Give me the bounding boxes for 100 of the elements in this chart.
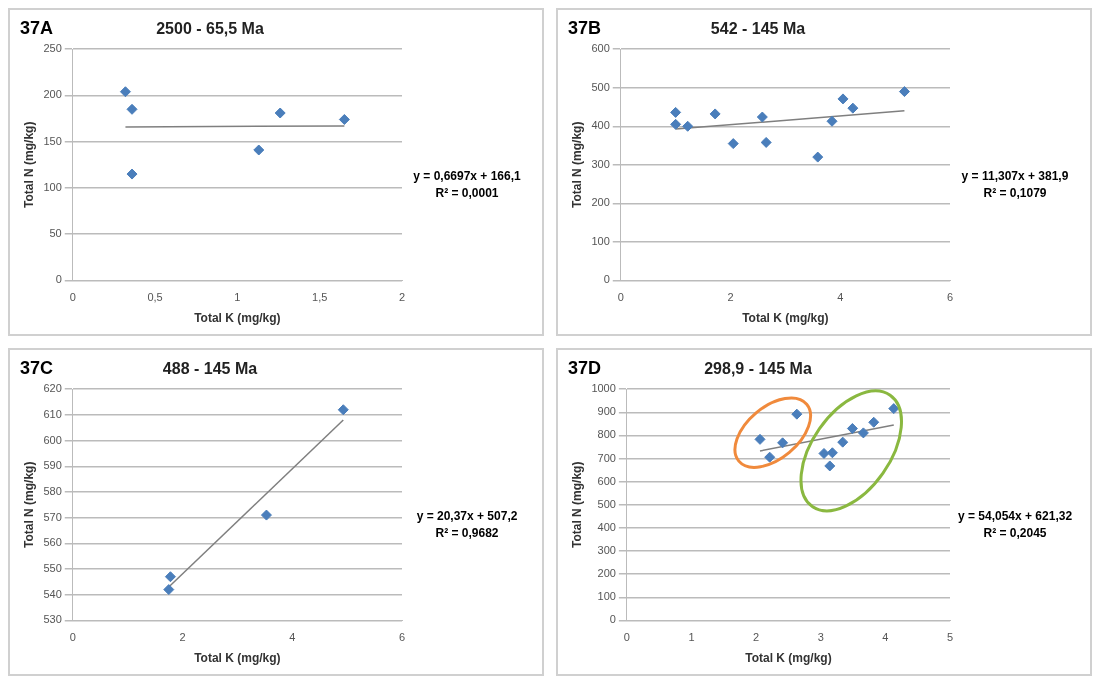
point [824, 460, 836, 472]
x-tick-label: 4 [837, 291, 844, 304]
x-tick-label: 0 [617, 291, 624, 304]
x-tick-label: 0 [623, 631, 630, 644]
point [754, 433, 766, 445]
point [337, 404, 349, 416]
x-tick-label: 6 [398, 631, 406, 644]
point [338, 113, 350, 125]
y-tick-label: 400 [591, 119, 610, 132]
x-tick-label: 4 [882, 631, 889, 644]
y-tick-label: 560 [43, 536, 62, 549]
y-tick-label: 300 [597, 544, 616, 557]
point [812, 151, 824, 163]
point [164, 571, 176, 583]
y-tick-label: 590 [43, 459, 62, 472]
y-axis-title: Total N (mg/kg) [569, 121, 584, 209]
text: 37C [20, 357, 54, 378]
y-tick-label: 300 [591, 157, 610, 170]
y-tick-label: 900 [597, 405, 616, 418]
text: 37B [568, 17, 602, 38]
y-tick-label: 250 [43, 42, 62, 55]
point [126, 168, 138, 180]
point [760, 136, 772, 148]
y-tick-label: 580 [43, 484, 62, 497]
point [837, 436, 849, 448]
text: y = 20,37x + 507,2 [416, 509, 518, 524]
y-tick-label: 0 [609, 613, 616, 626]
text: R² = 0,2045 [983, 526, 1047, 541]
point [764, 451, 776, 463]
x-tick-label: 2 [727, 291, 734, 304]
y-axis-title: Total N (mg/kg) [21, 461, 36, 549]
point [670, 118, 682, 130]
point [253, 144, 265, 156]
x-axis-title: Total K (mg/kg) [194, 651, 281, 666]
text: y = 11,307x + 381,9 [961, 169, 1069, 184]
x-tick-label: 0 [69, 291, 76, 304]
point [791, 408, 803, 420]
chart-title: 2500 - 65,5 Ma [156, 20, 264, 38]
x-tick-label: 1,5 [312, 291, 328, 304]
y-tick-label: 600 [597, 474, 616, 487]
y-tick-label: 50 [49, 227, 62, 240]
text: y = 0,6697x + 166,1 [413, 169, 522, 184]
point [888, 403, 900, 415]
x-tick-label: 0 [69, 631, 76, 644]
point [826, 115, 838, 127]
y-tick-label: 200 [597, 567, 616, 580]
point [868, 416, 880, 428]
point [670, 106, 682, 118]
x-tick-label: 4 [289, 631, 296, 644]
y-tick-label: 1000 [591, 382, 616, 395]
x-tick-label: 3 [817, 631, 824, 644]
y-tick-label: 610 [43, 407, 62, 420]
y-tick-label: 500 [597, 497, 616, 510]
point [163, 584, 175, 596]
point [837, 93, 849, 105]
point [846, 423, 858, 434]
y-tick-label: 0 [603, 273, 610, 286]
y-tick-label: 500 [591, 80, 610, 93]
y-tick-label: 200 [591, 196, 610, 209]
point [727, 138, 739, 150]
chart-title: 542 - 145 Ma [710, 20, 806, 38]
x-tick-label: 2 [753, 631, 760, 644]
y-tick-label: 400 [597, 520, 616, 533]
chart-title: 488 - 145 Ma [162, 360, 258, 378]
chart-title: 298,9 - 145 Ma [704, 360, 812, 378]
point [709, 108, 721, 120]
x-tick-label: 2 [179, 631, 186, 644]
x-axis-title: Total K (mg/kg) [742, 311, 829, 326]
x-tick-label: 0,5 [147, 291, 163, 304]
y-tick-label: 600 [591, 42, 610, 55]
point [818, 447, 830, 459]
x-tick-label: 1 [234, 291, 241, 304]
x-tick-label: 2 [398, 291, 406, 304]
point [777, 437, 789, 449]
y-tick-label: 200 [43, 88, 62, 101]
point [898, 86, 910, 98]
y-axis-title: Total N (mg/kg) [21, 121, 36, 209]
y-tick-label: 100 [43, 180, 62, 193]
point [857, 427, 869, 439]
y-tick-label: 100 [597, 590, 616, 603]
text: y = 54,054x + 621,32 [957, 509, 1073, 524]
y-tick-label: 620 [43, 382, 62, 395]
point [260, 509, 272, 521]
point [274, 107, 286, 119]
y-tick-label: 800 [597, 428, 616, 441]
x-axis-title: Total K (mg/kg) [194, 311, 281, 326]
y-tick-label: 540 [43, 587, 62, 600]
x-axis-title: Total K (mg/kg) [745, 651, 832, 666]
text: R² = 0,0001 [435, 186, 499, 201]
x-tick-label: 1 [688, 631, 695, 644]
text: R² = 0,9682 [435, 526, 499, 541]
y-tick-label: 0 [55, 273, 62, 286]
y-tick-label: 100 [591, 234, 610, 247]
y-tick-label: 570 [43, 510, 62, 523]
y-tick-label: 700 [597, 451, 616, 464]
point [682, 120, 694, 132]
point [847, 102, 859, 114]
text: 37D [568, 357, 602, 378]
point [126, 103, 138, 115]
point [119, 86, 131, 98]
